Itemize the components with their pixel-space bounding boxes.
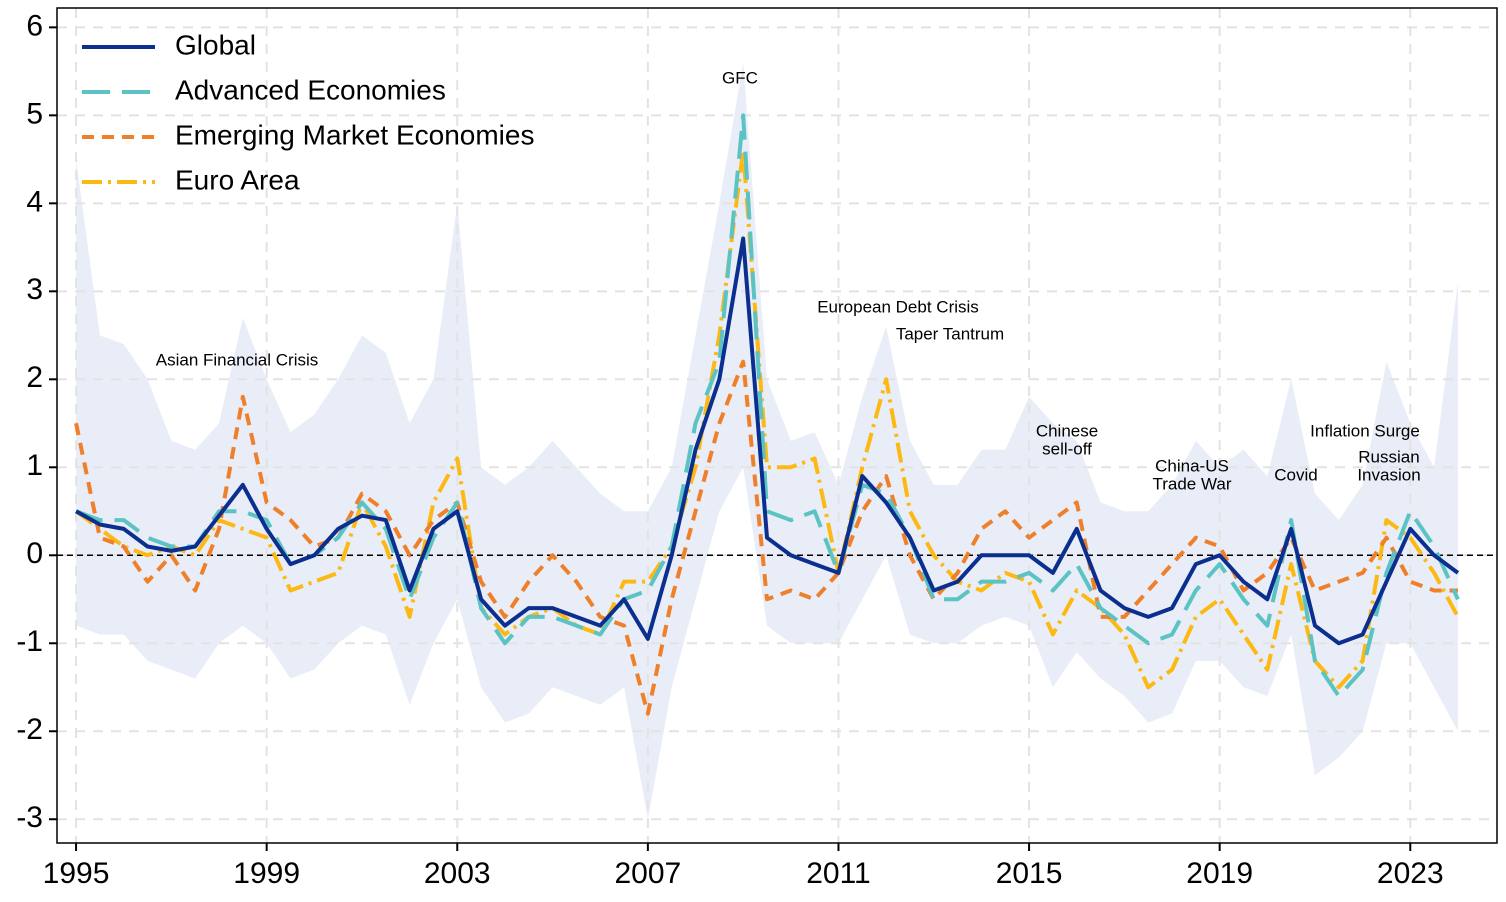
y-tick-label: -3 xyxy=(16,801,43,834)
annotation: sell-off xyxy=(1042,439,1092,458)
plot-frame xyxy=(56,7,1498,844)
annotation: Russian xyxy=(1358,447,1419,466)
y-tick-label: 0 xyxy=(26,537,43,570)
x-tick-label: 1999 xyxy=(233,857,300,890)
annotation: Trade War xyxy=(1152,474,1231,493)
legend-label: Euro Area xyxy=(175,164,300,195)
annotation: Invasion xyxy=(1357,465,1420,484)
annotation: Asian Financial Crisis xyxy=(156,350,319,369)
annotation: Covid xyxy=(1274,465,1317,484)
range-band xyxy=(76,62,1458,820)
y-tick-label: 6 xyxy=(26,9,43,42)
x-tick-label: 2015 xyxy=(996,857,1063,890)
y-tick-label: 3 xyxy=(26,273,43,306)
y-tick-label: -1 xyxy=(16,625,43,658)
x-tick-label: 2023 xyxy=(1377,857,1444,890)
x-tick-label: 2007 xyxy=(614,857,681,890)
series-line xyxy=(75,236,1460,646)
annotation: Chinese xyxy=(1036,421,1098,440)
y-tick-label: -2 xyxy=(16,713,43,746)
y-tick-label: 5 xyxy=(26,97,43,130)
legend-label: Advanced Economies xyxy=(175,74,446,105)
x-tick-label: 2003 xyxy=(424,857,491,890)
annotation: European Debt Crisis xyxy=(817,297,979,316)
series-line xyxy=(74,359,1458,716)
annotation: GFC xyxy=(722,68,758,87)
annotation: China-US xyxy=(1155,456,1229,475)
y-tick-label: 1 xyxy=(26,449,43,482)
y-tick-label: 2 xyxy=(26,361,43,394)
annotation: Taper Tantrum xyxy=(896,324,1004,343)
series-line xyxy=(74,148,1460,690)
y-tick-label: 4 xyxy=(26,185,43,218)
annotation: Inflation Surge xyxy=(1310,421,1420,440)
legend-label: Emerging Market Economies xyxy=(175,119,534,150)
x-tick-label: 1995 xyxy=(43,857,110,890)
legend-label: Global xyxy=(175,29,256,60)
x-tick-label: 2019 xyxy=(1186,857,1253,890)
x-tick-label: 2011 xyxy=(806,857,871,890)
